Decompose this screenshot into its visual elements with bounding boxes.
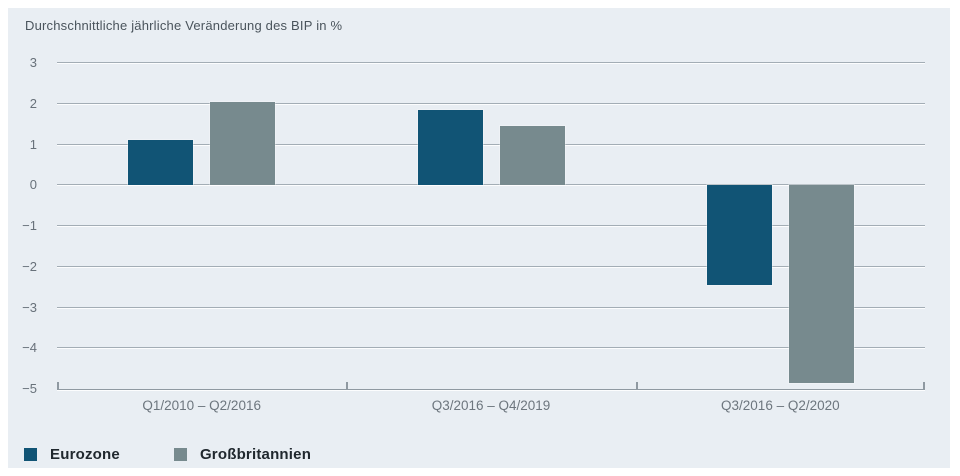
y-tick-label: −2 [22, 258, 37, 274]
legend: Eurozone Großbritannien [24, 446, 311, 463]
gridline [57, 225, 925, 226]
x-axis-tick [923, 382, 925, 389]
bar-eurozone-group2 [417, 109, 483, 186]
gridline [57, 347, 925, 349]
legend-label: Großbritannien [199, 446, 312, 463]
category-label: Q3/2016 – Q2/2020 [721, 398, 840, 413]
plot-area: 3 2 1 0 −1 −2 −3 −4 −5 Q1/2010 – Q2/2016 Q3/2016 –… [22, 55, 925, 413]
category-label: Q1/2010 – Q2/2016 [142, 398, 261, 413]
gridline [57, 184, 925, 186]
legend-item-großbritannien: Großbritannien [173, 446, 312, 463]
gridline [57, 62, 925, 63]
gridline [57, 143, 925, 145]
legend-swatch [24, 448, 37, 461]
legend-item-eurozone: Eurozone [24, 446, 120, 463]
y-tick-label: 0 [29, 177, 37, 193]
x-axis-tick [57, 382, 59, 389]
y-tick-label: 2 [29, 95, 37, 111]
bar-großbritannien-group2 [499, 126, 565, 186]
bar-eurozone-group3 [706, 185, 772, 286]
category-label: Q3/2016 – Q4/2019 [431, 398, 551, 413]
y-tick-label: −3 [22, 299, 37, 315]
bar-großbritannien-group3 [788, 185, 854, 383]
x-axis-tick [635, 382, 638, 389]
gridline [57, 306, 925, 308]
y-tick-label: 3 [29, 55, 37, 70]
gridline [57, 265, 925, 267]
y-tick-label: −1 [22, 218, 37, 233]
legend-swatch [173, 448, 187, 461]
x-axis-line [57, 389, 925, 390]
y-tick-label: 1 [29, 136, 37, 152]
chart-panel: Durchschnittliche jährliche Veränderung … [8, 8, 950, 468]
x-axis-tick [346, 382, 349, 389]
legend-label: Eurozone [50, 446, 120, 463]
y-tick-label: −4 [22, 340, 37, 356]
bar-großbritannien-group1 [210, 101, 276, 186]
y-tick-label: −5 [22, 381, 37, 396]
chart-title: Durchschnittliche jährliche Veränderung … [25, 18, 343, 33]
bar-eurozone-group1 [128, 140, 194, 186]
gridline [57, 102, 925, 104]
